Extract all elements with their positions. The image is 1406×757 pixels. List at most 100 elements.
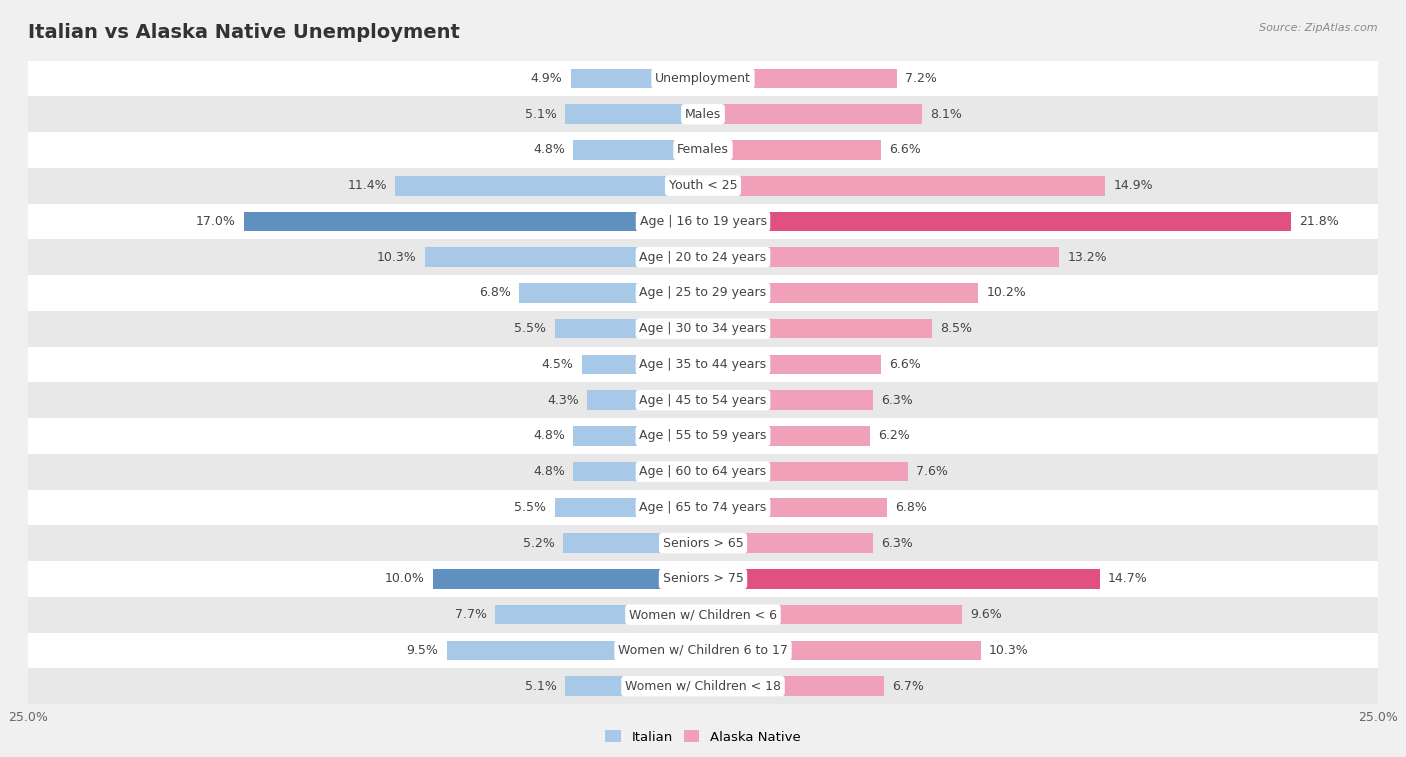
- Text: Women w/ Children 6 to 17: Women w/ Children 6 to 17: [619, 644, 787, 657]
- Bar: [495, 605, 703, 625]
- Bar: [28, 168, 1378, 204]
- Text: 13.2%: 13.2%: [1067, 251, 1107, 263]
- Bar: [703, 319, 932, 338]
- Bar: [28, 204, 1378, 239]
- Legend: Italian, Alaska Native: Italian, Alaska Native: [600, 725, 806, 749]
- Text: 5.2%: 5.2%: [523, 537, 554, 550]
- Bar: [28, 61, 1378, 96]
- Bar: [28, 453, 1378, 490]
- Bar: [703, 212, 1292, 231]
- Text: 6.3%: 6.3%: [882, 394, 912, 407]
- Text: Youth < 25: Youth < 25: [669, 179, 737, 192]
- Bar: [565, 676, 703, 696]
- Text: 6.7%: 6.7%: [891, 680, 924, 693]
- Text: 5.1%: 5.1%: [526, 107, 557, 120]
- Bar: [703, 391, 873, 410]
- Bar: [519, 283, 703, 303]
- Bar: [703, 605, 962, 625]
- Bar: [703, 354, 882, 374]
- Bar: [703, 534, 873, 553]
- Bar: [28, 490, 1378, 525]
- Text: Age | 55 to 59 years: Age | 55 to 59 years: [640, 429, 766, 442]
- Bar: [574, 140, 703, 160]
- Text: 6.8%: 6.8%: [894, 501, 927, 514]
- Bar: [703, 426, 870, 446]
- Text: Source: ZipAtlas.com: Source: ZipAtlas.com: [1260, 23, 1378, 33]
- Text: 4.8%: 4.8%: [533, 143, 565, 157]
- Text: 10.0%: 10.0%: [385, 572, 425, 585]
- Text: Age | 25 to 29 years: Age | 25 to 29 years: [640, 286, 766, 300]
- Bar: [703, 640, 981, 660]
- Text: 5.1%: 5.1%: [526, 680, 557, 693]
- Bar: [28, 275, 1378, 311]
- Bar: [28, 633, 1378, 668]
- Bar: [586, 391, 703, 410]
- Text: 8.5%: 8.5%: [941, 322, 973, 335]
- Bar: [703, 283, 979, 303]
- Text: 10.3%: 10.3%: [990, 644, 1029, 657]
- Bar: [28, 561, 1378, 597]
- Text: 9.6%: 9.6%: [970, 608, 1002, 621]
- Bar: [574, 462, 703, 481]
- Text: Women w/ Children < 6: Women w/ Children < 6: [628, 608, 778, 621]
- Text: 11.4%: 11.4%: [347, 179, 387, 192]
- Bar: [703, 248, 1059, 267]
- Text: 4.8%: 4.8%: [533, 429, 565, 442]
- Text: 4.8%: 4.8%: [533, 465, 565, 478]
- Bar: [571, 69, 703, 89]
- Text: Males: Males: [685, 107, 721, 120]
- Text: 10.2%: 10.2%: [987, 286, 1026, 300]
- Bar: [28, 597, 1378, 633]
- Bar: [28, 347, 1378, 382]
- Text: 14.7%: 14.7%: [1108, 572, 1147, 585]
- Text: Females: Females: [678, 143, 728, 157]
- Bar: [562, 534, 703, 553]
- Text: 7.7%: 7.7%: [456, 608, 486, 621]
- Text: Age | 16 to 19 years: Age | 16 to 19 years: [640, 215, 766, 228]
- Bar: [703, 140, 882, 160]
- Text: 6.3%: 6.3%: [882, 537, 912, 550]
- Text: 7.2%: 7.2%: [905, 72, 938, 85]
- Bar: [703, 497, 887, 517]
- Bar: [433, 569, 703, 589]
- Text: 7.6%: 7.6%: [917, 465, 948, 478]
- Bar: [28, 311, 1378, 347]
- Bar: [582, 354, 703, 374]
- Bar: [28, 668, 1378, 704]
- Bar: [395, 176, 703, 195]
- Text: 5.5%: 5.5%: [515, 322, 547, 335]
- Text: 8.1%: 8.1%: [929, 107, 962, 120]
- Text: Seniors > 75: Seniors > 75: [662, 572, 744, 585]
- Bar: [703, 676, 884, 696]
- Text: 5.5%: 5.5%: [515, 501, 547, 514]
- Text: Age | 35 to 44 years: Age | 35 to 44 years: [640, 358, 766, 371]
- Text: 4.9%: 4.9%: [531, 72, 562, 85]
- Bar: [28, 96, 1378, 132]
- Text: Seniors > 65: Seniors > 65: [662, 537, 744, 550]
- Bar: [28, 239, 1378, 275]
- Text: 17.0%: 17.0%: [195, 215, 236, 228]
- Text: 4.5%: 4.5%: [541, 358, 574, 371]
- Text: 6.8%: 6.8%: [479, 286, 512, 300]
- Bar: [425, 248, 703, 267]
- Bar: [554, 497, 703, 517]
- Bar: [703, 69, 897, 89]
- Bar: [574, 426, 703, 446]
- Text: 4.3%: 4.3%: [547, 394, 579, 407]
- Bar: [703, 569, 1099, 589]
- Bar: [565, 104, 703, 124]
- Text: Italian vs Alaska Native Unemployment: Italian vs Alaska Native Unemployment: [28, 23, 460, 42]
- Text: Women w/ Children < 18: Women w/ Children < 18: [626, 680, 780, 693]
- Bar: [28, 382, 1378, 418]
- Text: Unemployment: Unemployment: [655, 72, 751, 85]
- Bar: [447, 640, 703, 660]
- Text: Age | 30 to 34 years: Age | 30 to 34 years: [640, 322, 766, 335]
- Text: 6.2%: 6.2%: [879, 429, 910, 442]
- Bar: [28, 132, 1378, 168]
- Text: 6.6%: 6.6%: [889, 143, 921, 157]
- Text: 10.3%: 10.3%: [377, 251, 416, 263]
- Bar: [245, 212, 703, 231]
- Text: Age | 20 to 24 years: Age | 20 to 24 years: [640, 251, 766, 263]
- Text: Age | 65 to 74 years: Age | 65 to 74 years: [640, 501, 766, 514]
- Bar: [703, 104, 922, 124]
